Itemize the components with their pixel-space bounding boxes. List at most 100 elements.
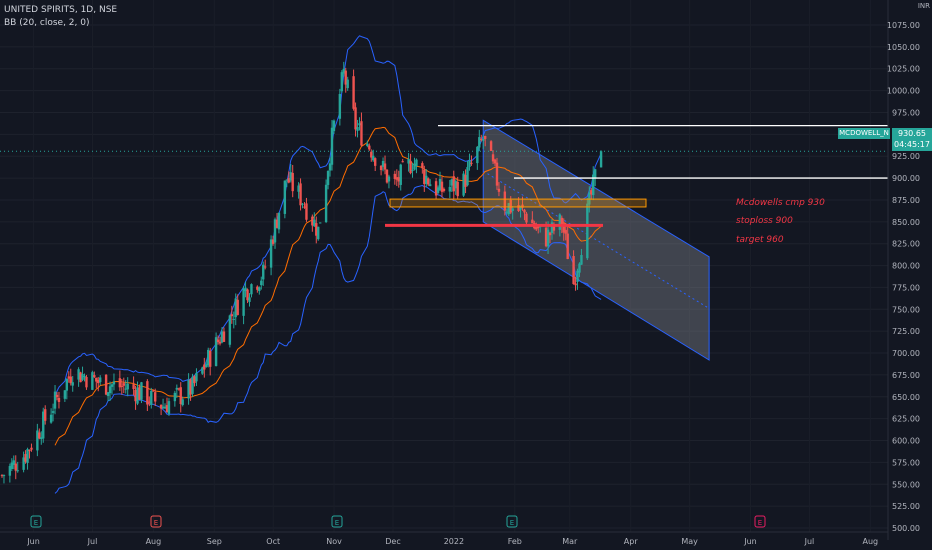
last-price: 930.65 — [898, 129, 926, 138]
candle-body — [173, 392, 177, 402]
y-tick-label: 725.00 — [892, 327, 920, 336]
candle-body — [175, 387, 179, 390]
candle-body — [509, 199, 512, 213]
candle-body — [521, 204, 524, 208]
candle-body — [525, 213, 528, 223]
candle-body — [12, 460, 15, 465]
annotation-cmp: Mcdowells cmp 930 — [736, 198, 825, 208]
candle-body — [93, 375, 96, 378]
y-tick-label: 750.00 — [892, 305, 920, 314]
candle-body — [387, 176, 391, 182]
candle-body — [411, 169, 414, 171]
candle-body — [159, 404, 163, 409]
candle-body — [246, 289, 249, 301]
candle-body — [71, 382, 74, 386]
candle-body — [83, 375, 86, 378]
candle-body — [69, 376, 72, 384]
x-tick-label: Aug — [146, 537, 162, 546]
candle-body — [181, 399, 184, 406]
candle-body — [395, 177, 399, 180]
candle-body — [407, 158, 410, 164]
y-tick-label: 800.00 — [892, 262, 920, 271]
candle-body — [423, 169, 426, 185]
earnings-marker — [506, 515, 518, 528]
earnings-marker-label: E — [758, 519, 762, 527]
indicator-label[interactable]: BB (20, close, 2, 0) — [4, 18, 90, 28]
x-axis[interactable]: Jun Jul Aug Sep Oct Nov Dec 2022 Feb Mar Apr May Jun… — [0, 531, 888, 546]
horizontal-levels[interactable] — [0, 124, 888, 227]
earnings-marker-label: E — [510, 519, 514, 527]
regression-channel[interactable] — [482, 119, 710, 361]
candle-body — [264, 266, 267, 268]
candle-body — [132, 384, 135, 390]
candle-body — [448, 186, 452, 192]
candle-body — [313, 219, 316, 227]
candle-body — [22, 457, 25, 470]
candle-body — [104, 374, 108, 395]
candle-body — [124, 388, 127, 390]
candle-body — [436, 187, 440, 193]
candle-body — [269, 239, 273, 268]
candle-body — [275, 219, 279, 228]
y-tick-label: 900.00 — [892, 174, 920, 183]
candle-body — [201, 367, 204, 374]
candle-body — [258, 287, 261, 292]
bollinger-bands — [54, 35, 602, 494]
candle-body — [65, 378, 69, 391]
candle-body — [507, 203, 510, 215]
candle-body — [150, 390, 153, 405]
candle-body — [593, 169, 597, 178]
x-tick-label: Apr — [624, 537, 639, 546]
candle-body — [305, 203, 308, 220]
candle-body — [299, 183, 302, 206]
y-tick-label: 1050.00 — [887, 43, 920, 52]
candle-body — [480, 138, 483, 141]
candle-body — [332, 120, 336, 132]
candle-body — [599, 151, 603, 168]
candle-body — [373, 158, 377, 166]
candle-body — [283, 180, 287, 214]
y-axis[interactable]: 500.00 525.00 550.00 575.00 600.00 625.00 650.… — [887, 0, 932, 550]
candle-body — [562, 223, 565, 233]
bb-upper — [54, 35, 602, 398]
candle-body — [110, 384, 114, 387]
candle-body — [118, 378, 122, 388]
candle-body — [63, 390, 67, 399]
candle-body — [193, 376, 196, 384]
candle-body — [10, 462, 14, 469]
candle-body — [53, 391, 57, 409]
candle-body — [566, 233, 569, 260]
candle-body — [163, 406, 167, 409]
candle-body — [40, 437, 43, 440]
candle-body — [580, 255, 583, 265]
candle-body — [108, 386, 112, 394]
candle-body — [572, 256, 575, 285]
candle-body — [564, 229, 567, 234]
candle-body — [161, 406, 165, 409]
x-tick-label: Mar — [562, 537, 578, 546]
candle-body — [57, 397, 61, 403]
candle-body — [216, 339, 220, 343]
candle-body — [81, 374, 84, 380]
candle-body — [537, 226, 540, 228]
candle-body — [317, 226, 320, 240]
candle-body — [218, 341, 222, 344]
currency-label: INR — [917, 2, 930, 10]
candle-body — [454, 180, 457, 189]
candle-body — [232, 318, 235, 320]
candle-body — [311, 216, 314, 226]
candle-body — [372, 155, 375, 161]
candle-body — [177, 388, 180, 390]
y-tick-label: 675.00 — [892, 371, 920, 380]
candle-body — [482, 138, 485, 141]
candle-body — [550, 222, 554, 233]
supply-zone — [389, 198, 647, 208]
candle-body — [146, 381, 149, 405]
candle-body — [421, 163, 424, 169]
x-tick-label: Jun — [26, 537, 40, 546]
candle-body — [409, 160, 412, 174]
candle-body — [483, 135, 487, 139]
candle-body — [195, 372, 198, 382]
